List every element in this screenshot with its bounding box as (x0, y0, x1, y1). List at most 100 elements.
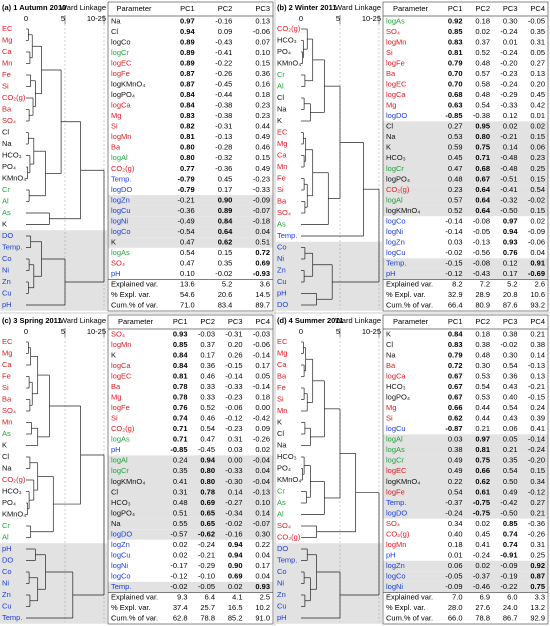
loading-value: 0.74 (503, 540, 518, 549)
x-tick-label: 5 (61, 327, 65, 336)
loading-value: -0.09 (528, 227, 545, 236)
loading-value: 0.49 (503, 487, 518, 496)
loading-value: 0.22 (448, 477, 463, 486)
loading-value: 0.46 (255, 143, 270, 152)
x-tick-label: 0 (299, 14, 303, 23)
loading-value: 0.18 (255, 392, 270, 401)
loading-value: 0.54 (503, 361, 518, 370)
loading-value: -0.02 (215, 269, 232, 278)
loading-value: 0.06 (448, 561, 463, 570)
parameter-label: pH (111, 445, 121, 454)
parameter-label: Ba (386, 361, 396, 370)
row-shading (383, 258, 548, 269)
leaf-label: Na (2, 463, 12, 472)
parameter-label: CO₂(g) (386, 529, 410, 538)
leaf-label: Ba (2, 104, 12, 113)
loading-value: 0.30 (475, 361, 490, 370)
loading-value: 0.47 (200, 435, 215, 444)
loading-value: 0.54 (503, 466, 518, 475)
row-shading (108, 518, 273, 530)
loading-value: 0.62 (218, 238, 233, 247)
table-header: PC1 (180, 4, 195, 13)
loading-value: 0.15 (530, 132, 545, 141)
parameter-label: Mg (111, 392, 121, 401)
leaf-label: Ni (277, 254, 284, 263)
loading-value: 0.52 (200, 403, 215, 412)
loading-value: -0.24 (500, 27, 517, 36)
leaf-label: Zn (277, 590, 286, 599)
row-shading (383, 184, 548, 196)
loading-value: -0.30 (225, 477, 242, 486)
parameter-label: Ba (111, 382, 121, 391)
loading-value: -0.10 (198, 572, 215, 581)
parameter-label: logAl (386, 435, 403, 444)
table-header: PC2 (200, 317, 215, 326)
loading-value: 0.72 (448, 361, 463, 370)
loading-value: -0.44 (215, 90, 232, 99)
leaf-label: Na (277, 104, 287, 113)
loading-value: -0.15 (225, 361, 242, 370)
loading-value: 0.85 (503, 519, 518, 528)
leaf-label: DO (2, 555, 13, 564)
parameter-label: logCo (386, 216, 406, 225)
loading-value: -0.38 (473, 111, 490, 120)
loading-value: 0.38 (448, 445, 463, 454)
loading-value: 0.02 (173, 551, 188, 560)
parameter-label: Si (386, 48, 393, 57)
parameter-label: logEC (386, 466, 407, 475)
parameter-label: Mg (386, 403, 396, 412)
loading-value: 0.55 (173, 519, 188, 528)
loading-value: 0.24 (530, 403, 545, 412)
loading-value: -0.26 (253, 435, 270, 444)
loading-value: 0.52 (475, 48, 490, 57)
footer-value: 83.4 (218, 301, 233, 310)
leaf-label: Ni (2, 265, 9, 274)
table-header: PC3 (228, 317, 243, 326)
cluster-shading (275, 241, 382, 311)
table-header: PC4 (530, 317, 545, 326)
loading-value: 0.44 (255, 122, 270, 131)
table-header: PC1 (448, 317, 463, 326)
footer-value: 28.0 (448, 603, 463, 612)
loading-value: -0.09 (253, 195, 270, 204)
loading-value: 0.80 (475, 132, 490, 141)
row-shading (383, 174, 548, 185)
loading-value: -0.37 (445, 498, 462, 507)
leaf-label: Al (2, 532, 9, 541)
loading-value: -0.23 (253, 174, 270, 183)
loading-value: -0.06 (253, 340, 270, 349)
loading-value: -0.05 (198, 582, 215, 591)
parameter-label: logCa (386, 90, 406, 99)
parameter-label: logPO₄ (386, 392, 410, 401)
loading-value: 0.66 (475, 466, 490, 475)
leaf-label: As (277, 219, 286, 228)
loading-value: -0.29 (198, 561, 215, 570)
loading-value: -0.33 (225, 382, 242, 391)
footer-value: 78.8 (200, 614, 215, 623)
footer-value: 54.6 (180, 290, 195, 299)
footer-value: 91.0 (255, 614, 270, 623)
footer-value: 6.4 (205, 593, 215, 602)
loading-value: -0.12 (225, 414, 242, 423)
row-shading (383, 131, 548, 143)
leaf-label: Na (277, 440, 287, 449)
loading-value: 0.14 (255, 508, 270, 517)
parameter-label: logPO₄ (111, 90, 135, 99)
loading-value: 0.80 (200, 477, 215, 486)
row-shading (383, 581, 548, 593)
parameter-label: logCo (111, 572, 131, 581)
table-header: PC2 (475, 317, 490, 326)
row-shading (383, 560, 548, 572)
loading-value: 0.45 (218, 174, 233, 183)
loading-value: -0.42 (500, 498, 517, 507)
parameter-label: logPO₄ (111, 508, 135, 517)
loading-value: 0.80 (180, 153, 195, 162)
loading-value: -0.54 (178, 227, 195, 236)
leaf-label: Co (277, 567, 287, 576)
loading-value: 0.51 (173, 508, 188, 517)
leaf-label: KMnO₄ (2, 509, 26, 518)
loading-value: -0.26 (215, 69, 232, 78)
loading-value: 0.76 (173, 403, 188, 412)
parameter-label: logNi (111, 216, 128, 225)
leaf-label: Co (277, 242, 287, 251)
